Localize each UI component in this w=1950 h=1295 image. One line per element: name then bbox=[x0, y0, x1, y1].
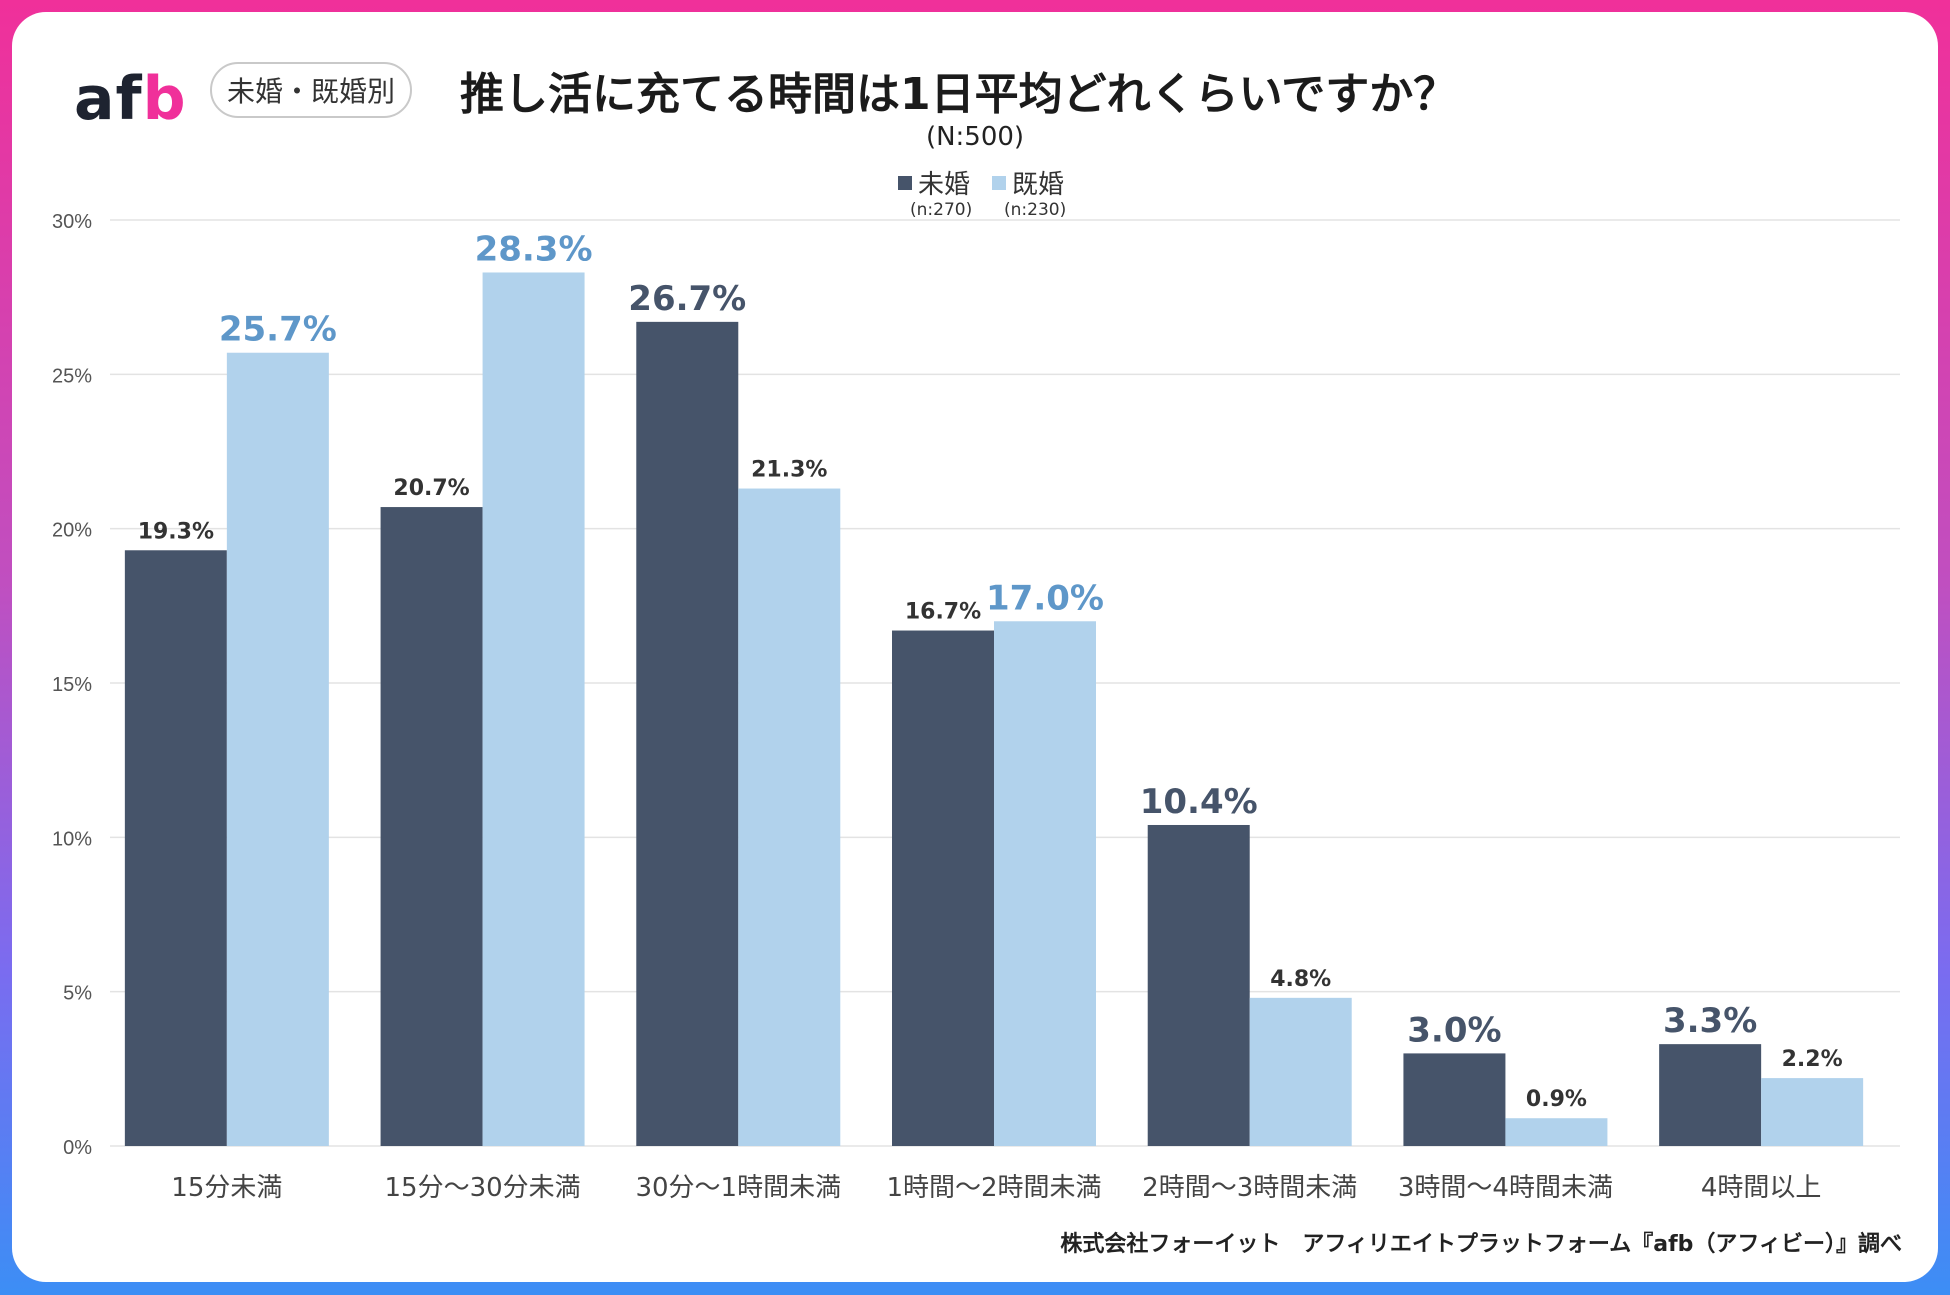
bar-married bbox=[1761, 1078, 1864, 1146]
chart-title: 推し活に充てる時間は1日平均どれくらいですか？ bbox=[460, 69, 1458, 120]
bar-unmarried bbox=[1659, 1044, 1762, 1146]
sample-size: (N:500) bbox=[925, 122, 1025, 152]
y-tick-label: 30% bbox=[52, 211, 92, 233]
bar-married bbox=[738, 488, 841, 1146]
legend-item-married: 既婚 (n:230) bbox=[992, 164, 1066, 220]
legend-item-unmarried: 未婚 (n:270) bbox=[898, 164, 972, 220]
data-label: 28.3% bbox=[475, 229, 593, 269]
y-tick-label: 15% bbox=[52, 674, 92, 696]
bar-unmarried bbox=[124, 550, 227, 1146]
data-label: 3.0% bbox=[1407, 1010, 1501, 1050]
bar-married bbox=[482, 272, 585, 1146]
bar-unmarried bbox=[892, 630, 994, 1146]
legend-swatch bbox=[898, 176, 912, 190]
data-label: 19.3% bbox=[138, 519, 214, 544]
x-tick-label: 15分未満 bbox=[171, 1173, 282, 1203]
bar-unmarried bbox=[636, 321, 739, 1146]
x-tick-label: 2時間～3時間未満 bbox=[1142, 1173, 1357, 1203]
bar-unmarried bbox=[1147, 824, 1250, 1146]
bar-unmarried bbox=[1403, 1053, 1506, 1146]
data-label: 3.3% bbox=[1663, 1001, 1757, 1041]
data-label: 21.3% bbox=[751, 458, 827, 483]
data-label: 25.7% bbox=[219, 310, 337, 350]
y-tick-label: 5% bbox=[63, 983, 92, 1005]
bar-married bbox=[1249, 997, 1352, 1146]
afb-logo: afb bbox=[74, 64, 187, 134]
data-label: 20.7% bbox=[393, 476, 469, 501]
y-tick-label: 10% bbox=[52, 828, 92, 850]
data-label: 16.7% bbox=[905, 600, 981, 625]
bar-unmarried bbox=[380, 507, 483, 1146]
data-label: 0.9% bbox=[1526, 1087, 1587, 1112]
segment-badge: 未婚・既婚別 bbox=[210, 62, 412, 118]
legend-sample-size: (n:230) bbox=[1004, 200, 1067, 220]
bar-married bbox=[994, 621, 1096, 1146]
legend-swatch bbox=[992, 176, 1006, 190]
source-footer: 株式会社フォーイット アフィリエイトプラットフォーム『afb（アフィビー）』調べ bbox=[1060, 1232, 1902, 1257]
data-label: 17.0% bbox=[986, 578, 1104, 618]
x-tick-label: 15分～30分未満 bbox=[384, 1173, 580, 1203]
data-label: 4.8% bbox=[1270, 967, 1331, 992]
legend-sample-size: (n:270) bbox=[910, 200, 973, 220]
data-label: 10.4% bbox=[1140, 782, 1258, 822]
y-tick-label: 25% bbox=[52, 365, 92, 387]
x-tick-label: 4時間以上 bbox=[1701, 1173, 1822, 1203]
data-label: 2.2% bbox=[1782, 1047, 1843, 1072]
y-tick-label: 20% bbox=[52, 520, 92, 542]
bar-married bbox=[1505, 1118, 1608, 1146]
x-tick-label: 1時間～2時間未満 bbox=[886, 1173, 1101, 1203]
y-tick-label: 0% bbox=[63, 1137, 92, 1159]
x-tick-label: 3時間～4時間未満 bbox=[1398, 1173, 1613, 1203]
data-label: 26.7% bbox=[628, 279, 746, 319]
x-tick-label: 30分～1時間未満 bbox=[635, 1173, 841, 1203]
bar-married bbox=[226, 352, 329, 1146]
